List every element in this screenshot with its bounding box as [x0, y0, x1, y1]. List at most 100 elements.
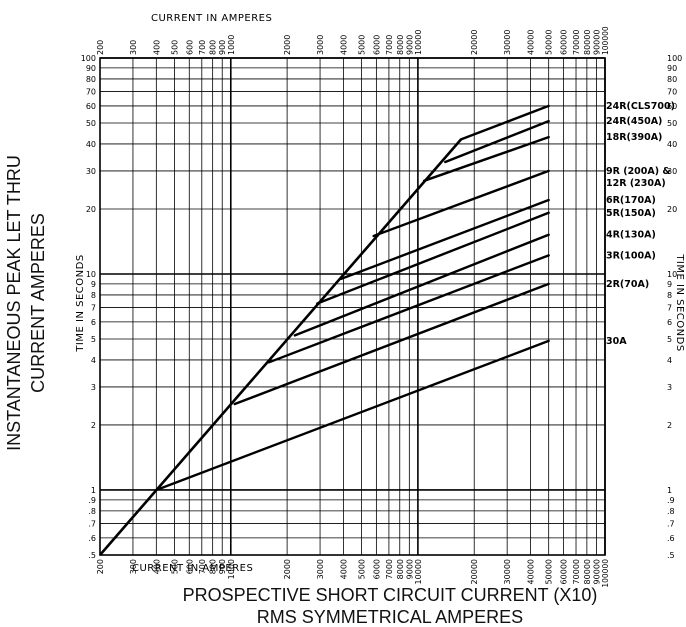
series-label: 5R(150A): [606, 208, 656, 219]
x-tick-label-bottom: 300: [129, 559, 138, 574]
y-tick-label-right: 90: [667, 64, 677, 73]
envelope-line: [99, 138, 462, 556]
y-tick-label-left: 90: [86, 64, 96, 73]
y-tick-label-right: 4: [667, 356, 672, 365]
y-tick-label-right: 2: [667, 421, 672, 430]
grid: [99, 57, 606, 556]
x-tick-label-bottom: 200: [96, 559, 105, 574]
x-tick-label-bottom: 500: [170, 559, 179, 574]
y-tick-label-left: .8: [88, 507, 96, 516]
y-tick-label-left: 100: [81, 54, 96, 63]
x-tick-label-bottom: 40000: [527, 559, 536, 584]
x-axis-label-bottom: CURRENT IN AMPERES: [132, 563, 253, 574]
series-line: [316, 211, 550, 305]
y-tick-label-right: 3: [667, 383, 672, 392]
x-tick-label-bottom: 800: [209, 559, 218, 574]
y-tick-label-right: 60: [667, 102, 677, 111]
y-tick-label-left: .7: [88, 519, 96, 528]
x-tick-label-top: 400: [152, 40, 161, 55]
plot-border: [99, 57, 606, 556]
x-tick-label-top: 300: [129, 40, 138, 55]
y-tick-label-left: 10: [86, 270, 96, 279]
y-axis-label-left: TIME IN SECONDS: [75, 254, 86, 352]
x-tick-label-bottom: 2000: [283, 559, 292, 579]
x-tick-label-top: 500: [170, 40, 179, 55]
x-tick-label-top: 700: [198, 40, 207, 55]
x-tick-label-top: 900: [218, 40, 227, 55]
y-tick-label-right: 8: [667, 291, 672, 300]
x-tick-label-top: 60000: [559, 30, 568, 55]
x-tick-label-top: 80000: [583, 30, 592, 55]
series-line: [444, 119, 550, 164]
series-label: 24R(450A): [606, 116, 662, 127]
y-tick-label-right: .7: [667, 519, 675, 528]
x-tick-label-top: 50000: [545, 30, 554, 55]
x-tick-label-top: 70000: [572, 30, 581, 55]
series-label: 2R(70A): [606, 279, 649, 290]
x-tick-label-top: 5000: [358, 35, 367, 55]
y-tick-label-right: 40: [667, 140, 677, 149]
y-tick-label-right: 7: [667, 303, 672, 312]
y-tick-label-left: 50: [86, 119, 96, 128]
y-tick-label-right: .6: [667, 534, 675, 543]
y-tick-label-right: 50: [667, 119, 677, 128]
y-axis-label-right: TIME IN SECONDS: [674, 253, 685, 351]
y-tick-label-left: 70: [86, 87, 96, 96]
x-tick-label-bottom: 4000: [339, 559, 348, 579]
x-axis-main-label-line2: RMS SYMMETRICAL AMPERES: [257, 607, 523, 627]
series-lines: [99, 104, 550, 556]
series-line: [155, 339, 550, 492]
x-tick-label-bottom: 10000: [414, 559, 423, 584]
x-tick-label-top: 200: [96, 40, 105, 55]
x-tick-label-top: 8000: [396, 35, 405, 55]
series-label: 24R(CLS700): [606, 101, 675, 112]
series-label: 4R(130A): [606, 230, 656, 241]
x-tick-label-top: 800: [209, 40, 218, 55]
y-tick-label-right: .9: [667, 496, 675, 505]
y-axis-main-label-line1: INSTANTANEOUS PEAK LET THRU: [4, 155, 24, 451]
x-tick-label-top: 20000: [470, 30, 479, 55]
y-tick-label-left: 8: [91, 291, 96, 300]
x-tick-labels-bottom: 200 300 400 500 600 700 800 900 1000 2000 3000 4000…: [96, 559, 610, 588]
y-tick-label-left: 30: [86, 167, 96, 176]
x-tick-label-top: 9000: [405, 35, 414, 55]
x-tick-label-bottom: 30000: [503, 559, 512, 584]
x-tick-label-bottom: 7000: [385, 559, 394, 579]
y-tick-label-left: .9: [88, 496, 96, 505]
series-line: [340, 198, 550, 281]
x-tick-label-top: 10000: [414, 30, 423, 55]
y-tick-label-left: 6: [91, 318, 96, 327]
series-label: 3R(100A): [606, 250, 656, 261]
y-tick-label-right: 80: [667, 75, 677, 84]
y-tick-label-left: 9: [91, 280, 96, 289]
y-tick-label-right: 5: [667, 335, 672, 344]
series-line: [293, 233, 550, 337]
x-tick-label-bottom: 900: [218, 559, 227, 574]
y-tick-label-right: 20: [667, 205, 677, 214]
x-tick-label-bottom: 1000: [227, 559, 236, 579]
y-tick-label-left: 1: [91, 486, 96, 495]
x-tick-label-top: 30000: [503, 30, 512, 55]
x-tick-label-bottom: 20000: [470, 559, 479, 584]
y-tick-label-right: .8: [667, 507, 675, 516]
x-tick-label-bottom: 700: [198, 559, 207, 574]
x-tick-labels-top: 200 300 400 500 600 700 800 900 1000 2000 3000 4000…: [96, 26, 610, 55]
x-tick-label-top: 2000: [283, 35, 292, 55]
y-tick-label-left: 3: [91, 383, 96, 392]
x-tick-label-top: 90000: [592, 30, 601, 55]
y-tick-label-left: 7: [91, 303, 96, 312]
y-tick-label-right: 100: [667, 54, 682, 63]
x-tick-label-top: 4000: [339, 35, 348, 55]
x-tick-label-top: 7000: [385, 35, 394, 55]
series-line: [233, 282, 550, 406]
x-tick-label-bottom: 60000: [559, 559, 568, 584]
x-tick-label-bottom: 50000: [545, 559, 554, 584]
x-tick-label-bottom: 8000: [396, 559, 405, 579]
series-line: [372, 169, 550, 238]
x-tick-label-bottom: 100000: [601, 559, 610, 588]
y-tick-label-right: 30: [667, 167, 677, 176]
series-labels: 24R(CLS700) 24R(450A) 18R(390A) 9R (200A) &…: [606, 101, 675, 347]
